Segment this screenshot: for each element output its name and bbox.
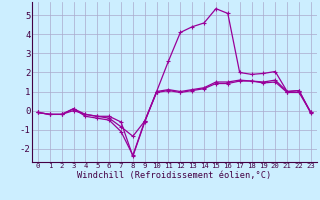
X-axis label: Windchill (Refroidissement éolien,°C): Windchill (Refroidissement éolien,°C) xyxy=(77,171,272,180)
